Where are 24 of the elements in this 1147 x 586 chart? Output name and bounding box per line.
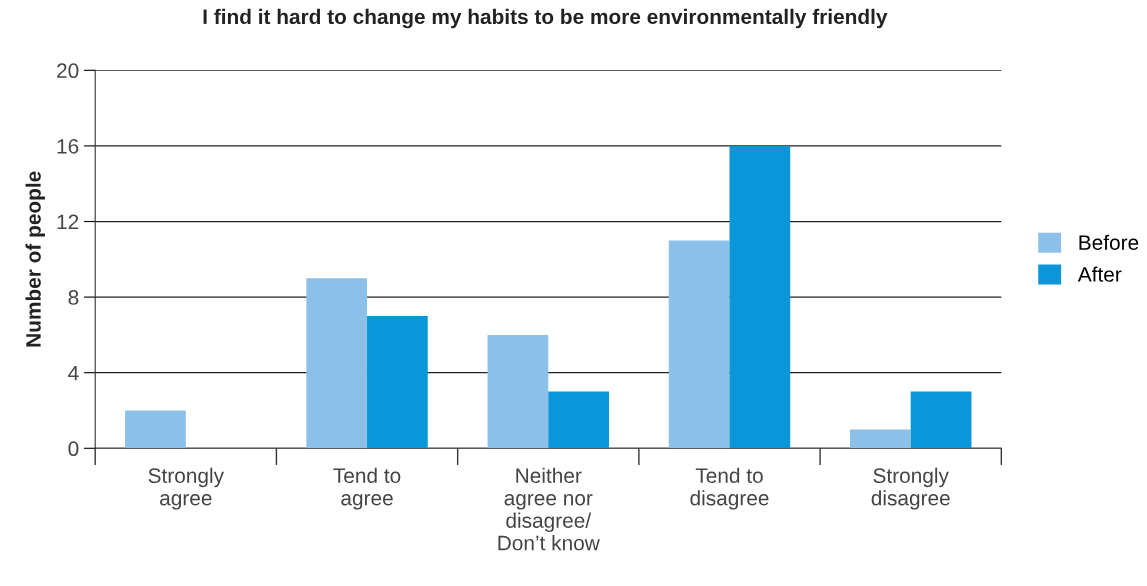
bar (367, 316, 428, 449)
legend-label: Before (1079, 234, 1139, 250)
x-tick-label: Tend to agree (333, 467, 401, 510)
bar (487, 334, 549, 449)
legend-label: After (1077, 266, 1122, 282)
y-tick-label: 8 (68, 290, 79, 305)
x-tick-label: Strongly agree (148, 467, 224, 510)
x-tick-label: Tend to disagree (690, 467, 769, 510)
y-tick-label: 4 (68, 365, 79, 381)
bar (729, 145, 791, 449)
y-axis-title: Number of people (25, 171, 45, 347)
y-tick-label: 20 (57, 63, 79, 79)
y-tick-label: 12 (57, 214, 79, 230)
bar (125, 410, 186, 449)
y-tick-label: 0 (68, 441, 79, 457)
y-tick-label: 16 (57, 138, 79, 154)
x-tick-label: Neither agree nor disagree/ Don’t know (498, 467, 600, 551)
bar (910, 391, 972, 449)
x-tick-label: Strongly disagree (871, 467, 950, 510)
bar (306, 278, 368, 449)
bar (850, 429, 911, 449)
bar (548, 391, 609, 449)
bar (668, 240, 730, 449)
chart-title: I find it hard to change my habits to be more environmentally friendly (203, 8, 888, 29)
